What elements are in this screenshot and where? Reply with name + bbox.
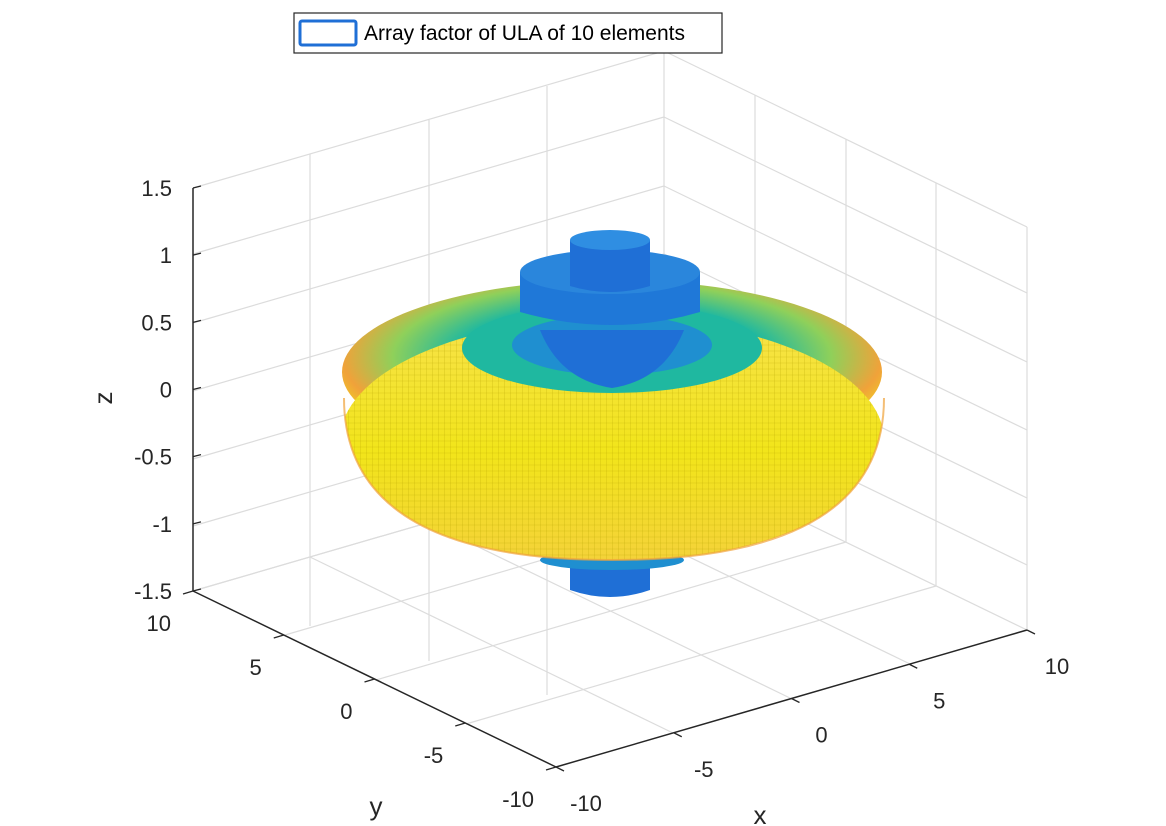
center-cone	[540, 330, 684, 388]
legend-box	[293, 12, 723, 54]
y-tick-label-mark	[182, 590, 194, 595]
z-tick-label: -0.5	[134, 445, 172, 470]
legend-label: Array factor of ULA of 10 elements	[364, 22, 685, 45]
torus-rim	[343, 397, 885, 562]
x-tick-label-mark	[1026, 629, 1036, 635]
y-tick-label-mark	[545, 766, 557, 771]
z-tick-label-mark	[192, 454, 202, 458]
z-tick-label: -1	[152, 512, 172, 537]
z-tick-label: 0	[160, 378, 172, 403]
torus-lower	[344, 330, 884, 560]
x-tick-label: 10	[1045, 654, 1069, 679]
z-tick-label-mark	[192, 521, 202, 525]
y-tick-label-mark	[273, 634, 284, 639]
legend: Array factor of ULA of 10 elements	[293, 12, 723, 54]
y-axis-ticks: -10 -5 0 5 10	[147, 590, 557, 812]
top-cylinder	[570, 240, 650, 292]
y-tick-label-mark	[364, 678, 375, 683]
x-axis-ticks: -10 -5 0 5 10	[555, 629, 1069, 816]
z-tick-label-mark	[192, 319, 202, 323]
lobe-bottom-cylinder	[570, 562, 650, 597]
y-tick-label-mark	[455, 722, 466, 727]
z-tick-label: -1.5	[134, 579, 172, 604]
z-tick-label-mark	[192, 185, 202, 189]
x-tick-label-mark	[555, 766, 565, 772]
legend-swatch	[298, 19, 358, 47]
x-tick-label: 5	[933, 688, 945, 713]
x-tick-label: -10	[570, 791, 602, 816]
x-tick-label-mark	[908, 663, 918, 669]
y-tick-label: -10	[502, 787, 534, 812]
y-tick-label: -5	[424, 743, 444, 768]
z-axis-ticks: -1.5 -1 -0.5 0 0.5 1 1.5	[134, 176, 202, 604]
x-tick-label-mark	[673, 732, 683, 738]
x-tick-label: -5	[694, 757, 714, 782]
surface-plot	[342, 230, 885, 597]
y-axis-label: y	[370, 791, 383, 821]
x-axis-label: x	[754, 800, 767, 826]
z-tick-label-mark	[192, 252, 202, 256]
z-tick-label: 1	[160, 243, 172, 268]
z-axis-label: z	[88, 392, 118, 405]
z-tick-label-mark	[192, 386, 202, 391]
z-tick-label: 0.5	[141, 310, 172, 335]
z-tick-label: 1.5	[141, 176, 172, 201]
y-tick-label: 0	[340, 699, 352, 724]
y-tick-label: 5	[250, 655, 262, 680]
x-tick-label: 0	[815, 723, 827, 748]
x-tick-label-mark	[791, 697, 800, 704]
y-tick-label: 10	[147, 611, 171, 636]
z-tick-label-mark	[192, 588, 202, 592]
top-cylinder-cap	[570, 230, 650, 250]
